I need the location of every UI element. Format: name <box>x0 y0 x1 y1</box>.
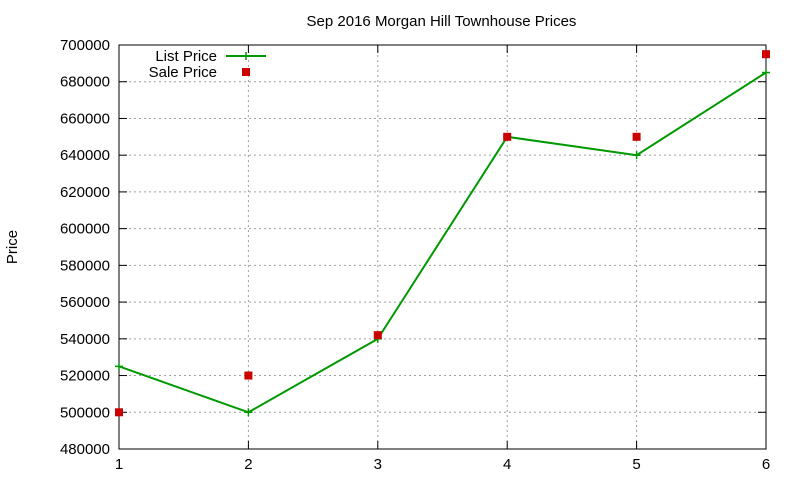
y-tick-label: 680000 <box>60 74 110 91</box>
x-tick-label: 2 <box>244 456 252 473</box>
legend-marker <box>242 68 250 76</box>
axis-ticks: 480000 500000 520000 540000 560000 580000 6000… <box>60 37 770 473</box>
x-tick-label: 5 <box>632 456 640 473</box>
y-tick-label: 600000 <box>60 221 110 238</box>
legend-swatch <box>226 52 266 60</box>
legend-label: Sale Price <box>149 64 217 81</box>
series-layer <box>115 50 770 417</box>
plot-border <box>118 44 767 450</box>
legend-label: List Price <box>155 48 217 65</box>
y-tick-label: 620000 <box>60 184 110 201</box>
data-point-marker <box>115 408 123 417</box>
x-tick-label: 4 <box>503 456 511 473</box>
data-point-marker <box>503 132 512 141</box>
y-tick-label: 640000 <box>60 147 110 164</box>
y-tick-label: 580000 <box>60 257 110 274</box>
data-point-marker <box>373 331 382 340</box>
series-0 <box>115 68 770 417</box>
legend-swatch <box>242 68 250 76</box>
y-tick-label: 520000 <box>60 368 110 385</box>
y-tick-label: 500000 <box>60 404 110 421</box>
y-tick-label: 540000 <box>60 331 110 348</box>
y-tick-label: 560000 <box>60 294 110 311</box>
data-point-marker <box>632 132 641 141</box>
chart-title: Sep 2016 Morgan Hill Townhouse Prices <box>307 13 577 30</box>
y-tick-label: 660000 <box>60 110 110 127</box>
grid-lines <box>119 45 766 449</box>
series-line <box>118 71 767 414</box>
x-tick-label: 6 <box>762 456 770 473</box>
y-axis-label: Price <box>4 230 21 264</box>
x-tick-label: 1 <box>115 456 123 473</box>
y-tick-label: 480000 <box>60 441 110 458</box>
series-1 <box>115 50 770 417</box>
y-tick-label: 700000 <box>60 37 110 54</box>
x-tick-label: 3 <box>374 456 382 473</box>
data-point-marker <box>244 371 253 380</box>
data-point-marker <box>762 50 770 59</box>
